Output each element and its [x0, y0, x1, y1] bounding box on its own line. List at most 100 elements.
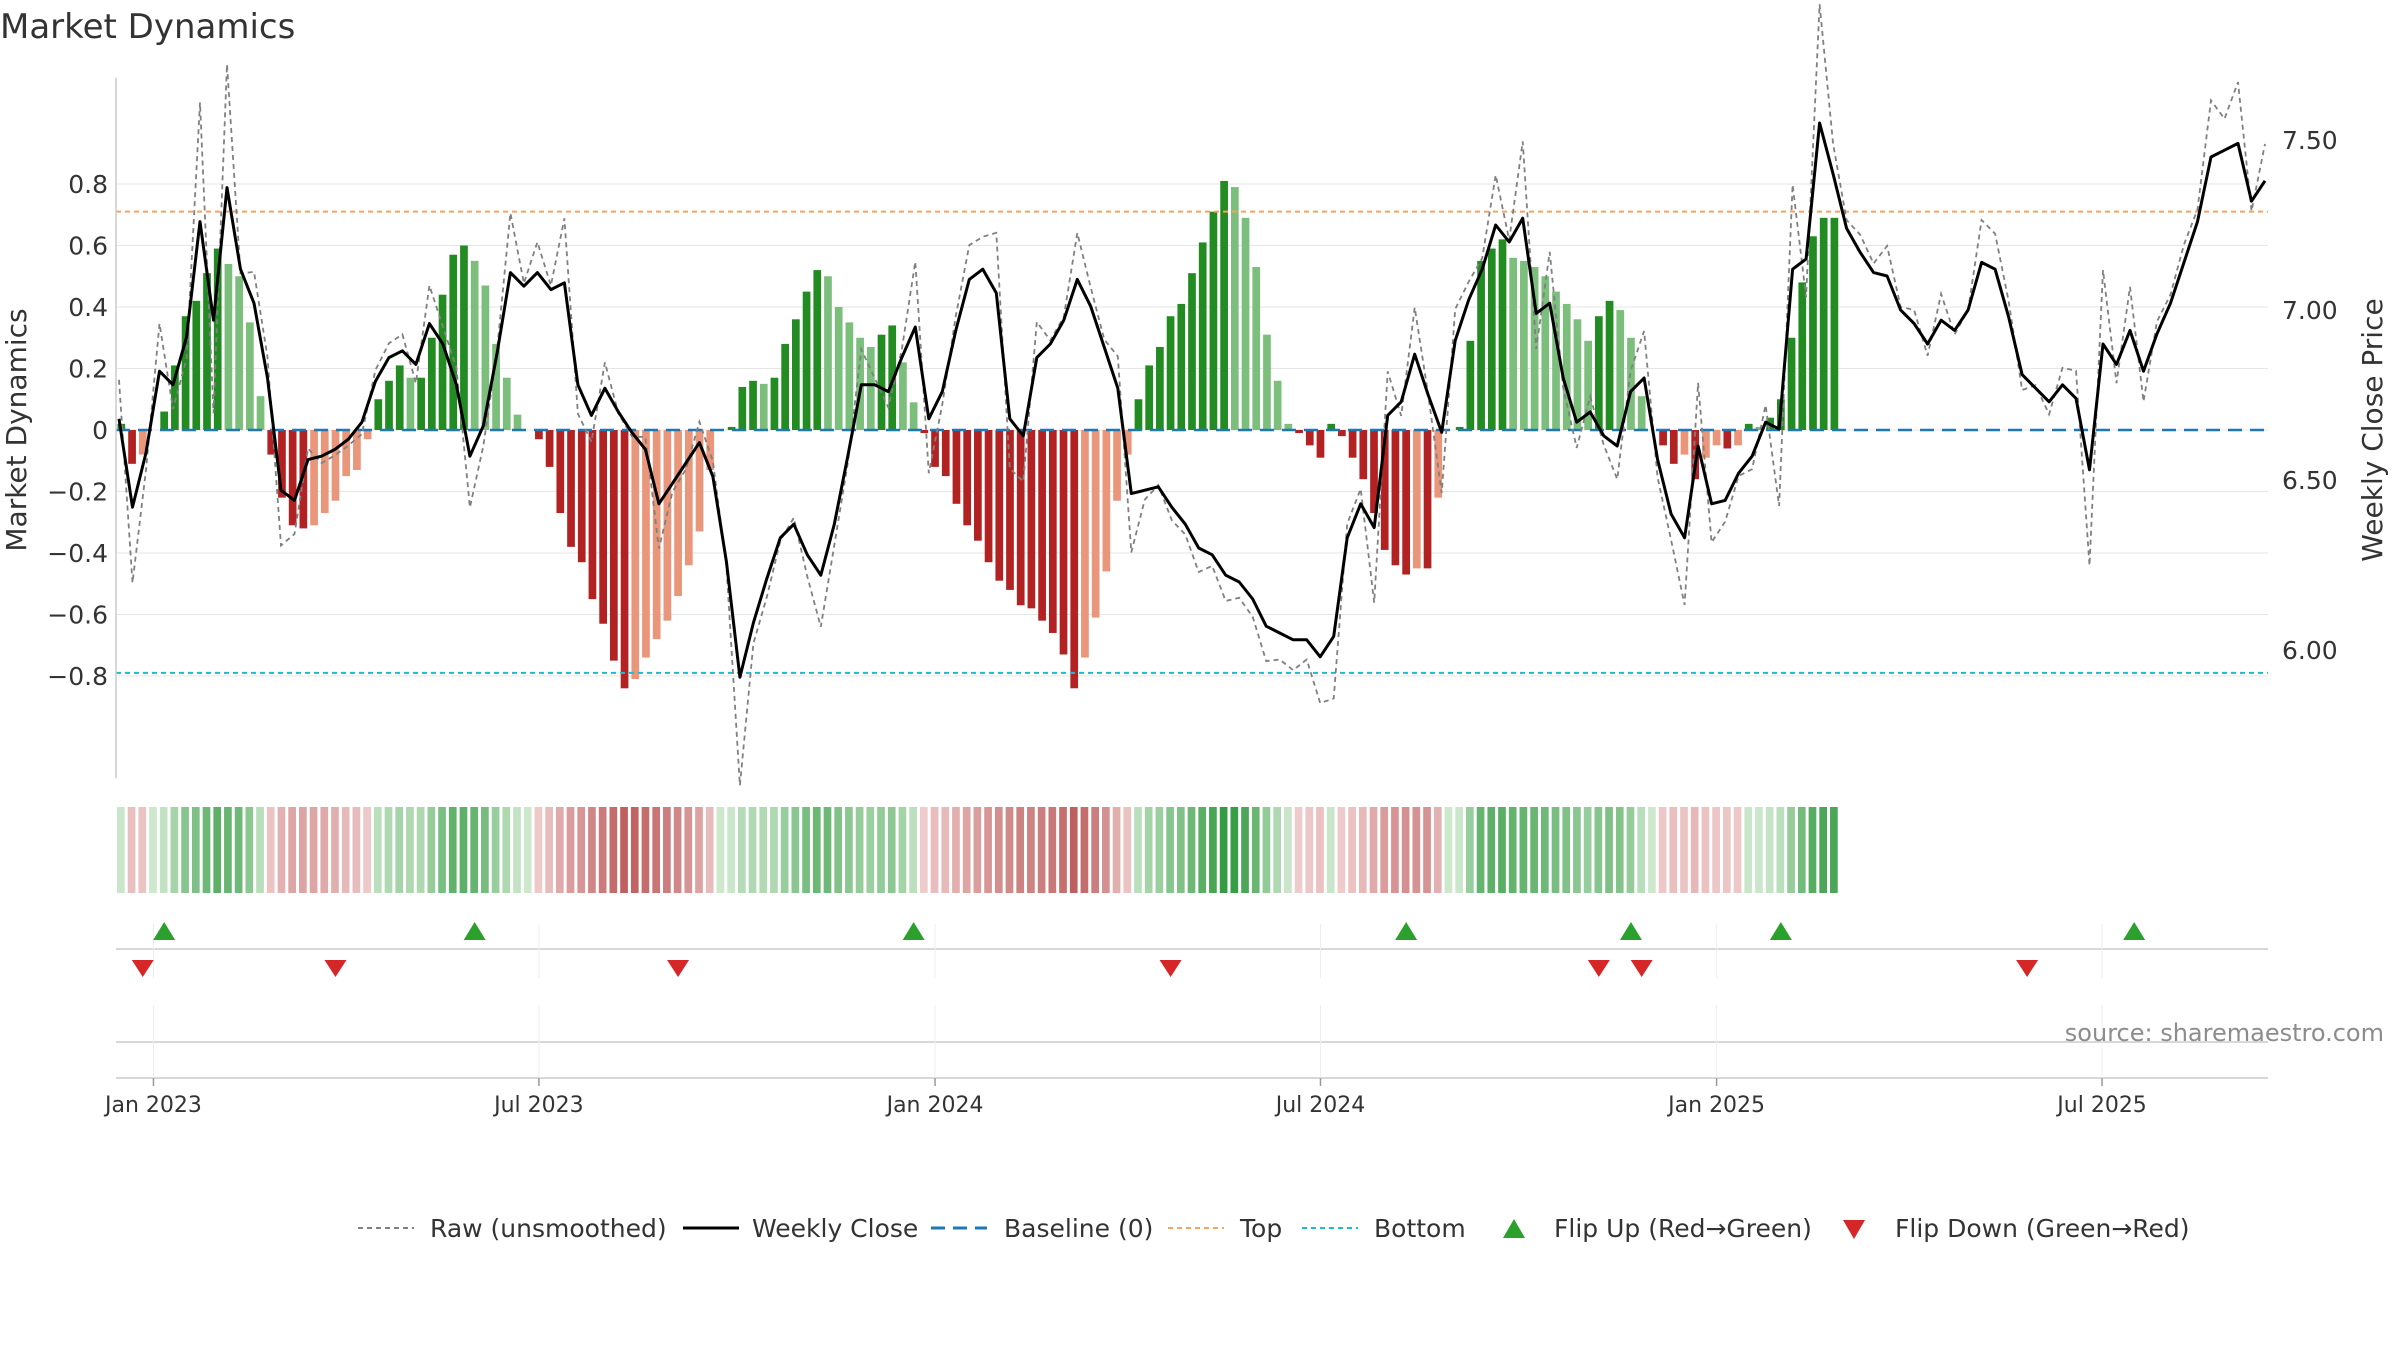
- dynamics-bar: [834, 307, 843, 430]
- x-axis-panel: Jan 2023 Jul 2023 Jan 2024 Jul 2024 Jan 2025…: [103, 1005, 2268, 1118]
- heatmap-cell: [1380, 807, 1389, 893]
- dynamics-bar: [363, 430, 372, 440]
- heatmap-cell: [1037, 807, 1046, 893]
- dynamics-bar: [1316, 430, 1325, 458]
- heatmap-cell: [555, 807, 564, 893]
- dynamics-bar: [1220, 180, 1228, 430]
- heatmap-cell: [866, 807, 875, 893]
- dynamics-bar: [1134, 399, 1143, 430]
- heatmap-cell: [406, 807, 414, 893]
- heatmap-cell: [630, 807, 639, 893]
- axes-layer: 0.8 0.6 0.4 0.2 0 −0.2 −0.4 −0.6 −0.8 7.50 7.00 6.5…: [47, 78, 2338, 778]
- heatmap-cell: [373, 807, 382, 893]
- heatmap-cell: [1294, 807, 1303, 893]
- heatmap-cell: [930, 807, 939, 893]
- dynamics-bar: [1081, 430, 1089, 658]
- heatmap-cell: [1626, 807, 1635, 893]
- dynamics-bar: [1123, 430, 1132, 455]
- heatmap-strip: [117, 807, 1838, 893]
- dynamics-bar: [1594, 316, 1603, 430]
- dynamics-bar: [567, 430, 575, 547]
- heatmap-cell: [427, 807, 436, 893]
- heatmap-cell: [191, 807, 200, 893]
- dynamics-bar: [1702, 430, 1710, 458]
- dynamics-bar: [427, 337, 436, 430]
- dynamics-bar: [642, 430, 650, 658]
- heatmap-cell: [1209, 807, 1217, 893]
- dynamics-bar: [1669, 430, 1678, 464]
- heatmap-cell: [1016, 807, 1025, 893]
- dynamics-bar: [984, 430, 993, 563]
- dynamics-bar: [213, 248, 222, 430]
- dynamics-bar: [481, 285, 490, 430]
- heatmap-cell: [620, 807, 628, 893]
- heatmap-cell: [1251, 807, 1260, 893]
- heatmap-cell: [1594, 807, 1603, 893]
- heatmap-cell: [1219, 807, 1228, 893]
- heatmap-cell: [1241, 807, 1249, 893]
- heatmap-cell: [770, 807, 778, 893]
- heatmap-cell: [1680, 807, 1688, 893]
- heatmap-cell: [1583, 807, 1592, 893]
- heatmap-cell: [823, 807, 832, 893]
- heatmap-cell: [288, 807, 297, 893]
- heatmap-cell: [1230, 807, 1239, 893]
- y-tick-label: 0.8: [68, 170, 108, 199]
- legend-flip-up-label: Flip Up (Red→Green): [1554, 1214, 1812, 1243]
- heatmap-cell: [566, 807, 575, 893]
- flip-down-marker: [1630, 960, 1653, 977]
- dynamics-bar: [1391, 430, 1400, 566]
- y2-tick-label: 7.00: [2282, 296, 2338, 325]
- dynamics-bar: [1284, 423, 1293, 430]
- heatmap-cell: [1187, 807, 1196, 893]
- heatmap-cell: [1701, 807, 1710, 893]
- dynamics-bar: [1059, 430, 1068, 655]
- heatmap-cell: [320, 807, 329, 893]
- heatmap-cell: [395, 807, 404, 893]
- y-tick-label: 0.6: [68, 232, 108, 261]
- dynamics-bar: [1584, 340, 1592, 430]
- dynamics-bar: [1787, 337, 1796, 430]
- dynamics-bar: [1209, 211, 1218, 430]
- dynamics-bar: [899, 362, 907, 430]
- heatmap-cell: [748, 807, 757, 893]
- heatmap-cell: [181, 807, 189, 893]
- heatmap-cell: [138, 807, 147, 893]
- dynamics-bar: [1520, 260, 1528, 430]
- dynamics-bar: [1263, 334, 1271, 430]
- dynamics-bar: [460, 245, 468, 430]
- heatmap-cell: [1615, 807, 1624, 893]
- heatmap-cell: [513, 807, 521, 893]
- heatmap-cell: [459, 807, 468, 893]
- dynamics-bar: [802, 291, 811, 430]
- heatmap-cell: [1069, 807, 1078, 893]
- legend-bottom-label: Bottom: [1374, 1214, 1466, 1243]
- heatmap-cell: [299, 807, 307, 893]
- dynamics-bar: [556, 430, 565, 514]
- heatmap-cell: [1765, 807, 1774, 893]
- dynamics-bar: [1241, 217, 1250, 430]
- heatmap-cell: [1305, 807, 1314, 893]
- dynamics-bar: [663, 430, 672, 621]
- dynamics-bar: [599, 430, 607, 624]
- heatmap-cell: [1476, 807, 1485, 893]
- heatmap-cell: [309, 807, 318, 893]
- heatmap-cell: [1262, 807, 1271, 893]
- heatmap-cell: [919, 807, 928, 893]
- dynamics-bar: [1744, 423, 1753, 430]
- dynamics-bar: [1466, 340, 1475, 430]
- dynamics-bar: [824, 276, 832, 430]
- heatmap-cell: [341, 807, 350, 893]
- y2-tick-label: 6.50: [2282, 466, 2338, 495]
- heatmap-cell: [545, 807, 553, 893]
- flip-down-marker: [1159, 960, 1182, 977]
- heatmap-cell: [202, 807, 211, 893]
- dynamics-bar: [706, 430, 715, 470]
- heatmap-cell: [1433, 807, 1442, 893]
- dynamics-bar: [1723, 430, 1732, 449]
- dynamics-bar: [385, 380, 393, 430]
- dynamics-bar: [652, 430, 661, 640]
- dynamics-bar: [1809, 236, 1817, 430]
- dynamics-bar: [1659, 430, 1667, 446]
- heatmap-cell: [213, 807, 222, 893]
